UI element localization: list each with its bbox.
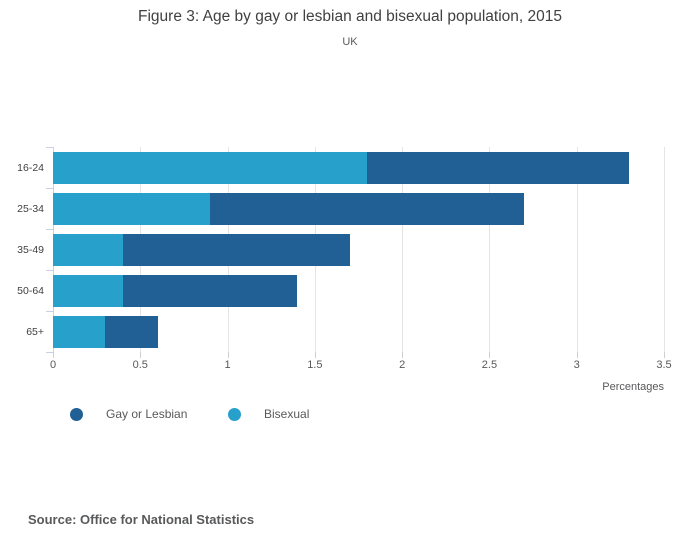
x-axis-tick-label: 1.5	[307, 359, 323, 371]
y-axis-tick	[46, 229, 53, 230]
bar-segment-gay-or-lesbian-50-64[interactable]	[122, 274, 298, 307]
x-axis-tick-label: 0	[49, 359, 57, 371]
x-axis-tick	[664, 352, 665, 358]
bar-segment-bisexual-25-34[interactable]	[53, 192, 211, 225]
y-axis-tick	[46, 352, 53, 353]
y-axis-tick	[46, 311, 53, 312]
gridline	[402, 147, 404, 352]
x-axis-tick	[402, 352, 404, 358]
x-axis-title: Percentages	[602, 381, 664, 393]
x-axis-tick	[227, 352, 229, 358]
legend-label-bisexual: Bisexual	[264, 407, 310, 421]
x-axis-tick-label: 0.5	[132, 359, 148, 371]
legend-swatch-bisexual	[228, 407, 241, 421]
x-axis-tick-label: 2	[399, 359, 406, 371]
bar-segment-gay-or-lesbian-16-24[interactable]	[367, 151, 630, 184]
gridline	[664, 147, 665, 352]
chart-title: Figure 3: Age by gay or lesbian and bise…	[138, 8, 562, 25]
x-axis-tick	[140, 352, 142, 358]
legend-label-gay-or-lesbian: Gay or Lesbian	[106, 407, 188, 421]
bar-segment-bisexual-65plus[interactable]	[53, 315, 106, 348]
y-axis-tick	[46, 188, 53, 189]
x-axis-tick-label: 3	[573, 359, 580, 371]
legend-swatch-gay-or-lesbian	[70, 407, 83, 421]
x-axis-tick	[314, 352, 316, 358]
x-axis-tick	[576, 352, 578, 358]
bar-segment-gay-or-lesbian-65plus[interactable]	[105, 315, 158, 348]
bar-segment-bisexual-16-24[interactable]	[53, 151, 368, 184]
bar-segment-gay-or-lesbian-25-34[interactable]	[210, 192, 525, 225]
x-axis-tick-label: 3.5	[656, 359, 672, 371]
y-axis-tick	[46, 147, 53, 148]
x-axis-tick-label: 2.5	[481, 359, 498, 371]
y-axis-tick	[46, 270, 53, 271]
y-axis-label: 65+	[26, 325, 44, 338]
y-axis-label: 35-49	[17, 243, 44, 256]
chart-subtitle: UK	[342, 36, 358, 48]
x-axis-tick	[53, 352, 54, 358]
x-axis-tick-label: 1	[224, 359, 231, 371]
y-axis-label: 50-64	[17, 284, 44, 297]
gridline	[489, 147, 491, 352]
x-axis-tick	[489, 352, 491, 358]
bar-segment-bisexual-50-64[interactable]	[53, 274, 123, 307]
legend-item-bisexual[interactable]: Bisexual	[228, 407, 309, 421]
gridline	[576, 147, 578, 352]
legend-item-gay-or-lesbian[interactable]: Gay or Lesbian	[70, 407, 187, 421]
legend: Gay or Lesbian Bisexual	[0, 407, 700, 425]
y-axis-label: 25-34	[17, 202, 44, 215]
bar-segment-gay-or-lesbian-35-49[interactable]	[122, 233, 350, 266]
y-axis-label: 16-24	[17, 161, 44, 174]
bar-segment-bisexual-35-49[interactable]	[53, 233, 123, 266]
source-note: Source: Office for National Statistics	[28, 512, 255, 527]
